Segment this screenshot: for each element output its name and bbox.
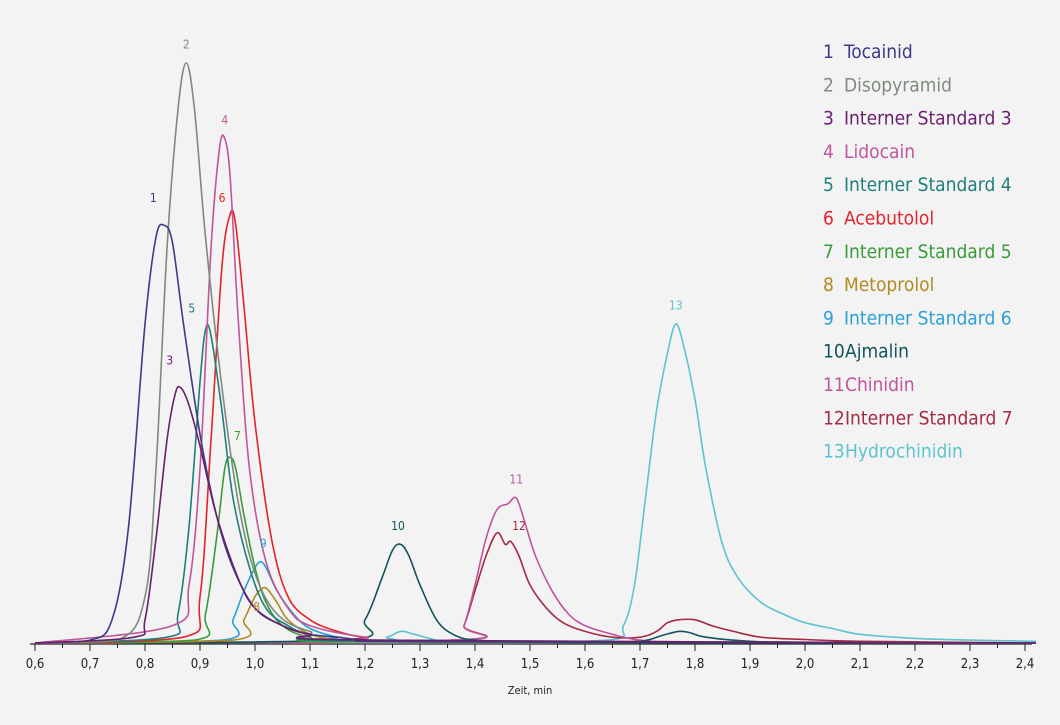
series-line-13 bbox=[34, 323, 1037, 644]
legend-label-12: Interner Standard 7 bbox=[845, 407, 1013, 429]
legend-number-13: 13 bbox=[823, 441, 845, 463]
x-tick-label: 0,7 bbox=[81, 657, 100, 672]
legend-number-7: 7 bbox=[823, 241, 834, 263]
legend-label-11: Chinidin bbox=[845, 374, 915, 396]
x-tick-label: 1,0 bbox=[246, 657, 265, 672]
peak-label-2: 2 bbox=[183, 38, 190, 52]
peak-label-7: 7 bbox=[234, 429, 241, 443]
legend-number-6: 6 bbox=[823, 208, 834, 230]
peak-label-5: 5 bbox=[188, 301, 195, 315]
legend-label-4: Lidocain bbox=[844, 141, 915, 163]
peak-label-6: 6 bbox=[219, 191, 226, 205]
legend-label-6: Acebutolol bbox=[844, 208, 934, 230]
peak-label-11: 11 bbox=[509, 473, 523, 487]
x-tick-label: 2,4 bbox=[1016, 657, 1035, 672]
legend-label-2: Disopyramid bbox=[844, 74, 952, 96]
legend-label-10: Ajmalin bbox=[845, 341, 909, 363]
series-line-7 bbox=[34, 456, 1037, 644]
x-tick-label: 1,5 bbox=[521, 657, 540, 672]
legend-number-2: 2 bbox=[823, 74, 834, 96]
x-tick-label: 1,2 bbox=[356, 657, 375, 672]
x-tick-label: 2,0 bbox=[796, 657, 815, 672]
series-line-8 bbox=[34, 586, 1037, 644]
legend-number-5: 5 bbox=[823, 174, 834, 196]
series-line-1 bbox=[34, 223, 1037, 644]
legend-number-3: 3 bbox=[823, 108, 834, 130]
peak-label-10: 10 bbox=[391, 519, 405, 533]
peak-label-9: 9 bbox=[260, 536, 267, 550]
x-tick-label: 0,9 bbox=[191, 657, 210, 672]
legend: 1 Tocainid 2 Disopyramid 3 Interner Standard … bbox=[823, 41, 1013, 463]
x-axis-ticks: 0,6 0,7 0,8 0,9 1,0 1,1 1,2 1,3 1,4 1,5 1,6 1,7 1,8 1… bbox=[26, 644, 1035, 672]
x-tick-label: 2,3 bbox=[961, 657, 980, 672]
x-tick-label: 1,8 bbox=[686, 657, 705, 672]
legend-label-7: Interner Standard 5 bbox=[844, 241, 1012, 263]
x-tick-label: 0,6 bbox=[26, 657, 45, 672]
x-tick-label: 1,6 bbox=[576, 657, 595, 672]
legend-label-3: Interner Standard 3 bbox=[844, 108, 1012, 130]
legend-label-8: Metoprolol bbox=[844, 274, 934, 296]
x-axis-title: Zeit, min bbox=[508, 684, 552, 697]
peak-label-13: 13 bbox=[669, 299, 683, 313]
legend-label-9: Interner Standard 6 bbox=[844, 307, 1012, 329]
series-line-5 bbox=[34, 323, 1037, 644]
series-line-3 bbox=[34, 385, 1037, 644]
series-line-10 bbox=[34, 543, 1037, 644]
series-layer bbox=[34, 62, 1037, 644]
legend-label-1: Tocainid bbox=[843, 41, 913, 63]
legend-number-8: 8 bbox=[823, 274, 834, 296]
x-tick-label: 2,1 bbox=[851, 657, 870, 672]
legend-label-5: Interner Standard 4 bbox=[844, 174, 1012, 196]
legend-number-10: 10 bbox=[823, 341, 845, 363]
legend-label-13: Hydrochinidin bbox=[845, 441, 963, 463]
series-line-12 bbox=[34, 531, 1037, 644]
legend-number-12: 12 bbox=[823, 407, 845, 429]
x-tick-label: 1,9 bbox=[741, 657, 760, 672]
legend-number-9: 9 bbox=[823, 307, 834, 329]
legend-number-11: 11 bbox=[823, 374, 845, 396]
legend-number-4: 4 bbox=[823, 141, 834, 163]
peak-label-3: 3 bbox=[166, 354, 173, 368]
x-tick-label: 0,8 bbox=[136, 657, 155, 672]
peak-label-1: 1 bbox=[150, 191, 157, 205]
x-tick-label: 1,4 bbox=[466, 657, 485, 672]
peak-label-4: 4 bbox=[221, 113, 228, 127]
legend-number-1: 1 bbox=[823, 41, 834, 63]
peak-label-8: 8 bbox=[253, 600, 260, 614]
series-line-9 bbox=[34, 561, 1037, 644]
x-tick-label: 1,1 bbox=[301, 657, 320, 672]
x-tick-label: 2,2 bbox=[906, 657, 925, 672]
peak-label-12: 12 bbox=[512, 519, 526, 533]
x-tick-label: 1,3 bbox=[411, 657, 430, 672]
x-tick-label: 1,7 bbox=[631, 657, 650, 672]
